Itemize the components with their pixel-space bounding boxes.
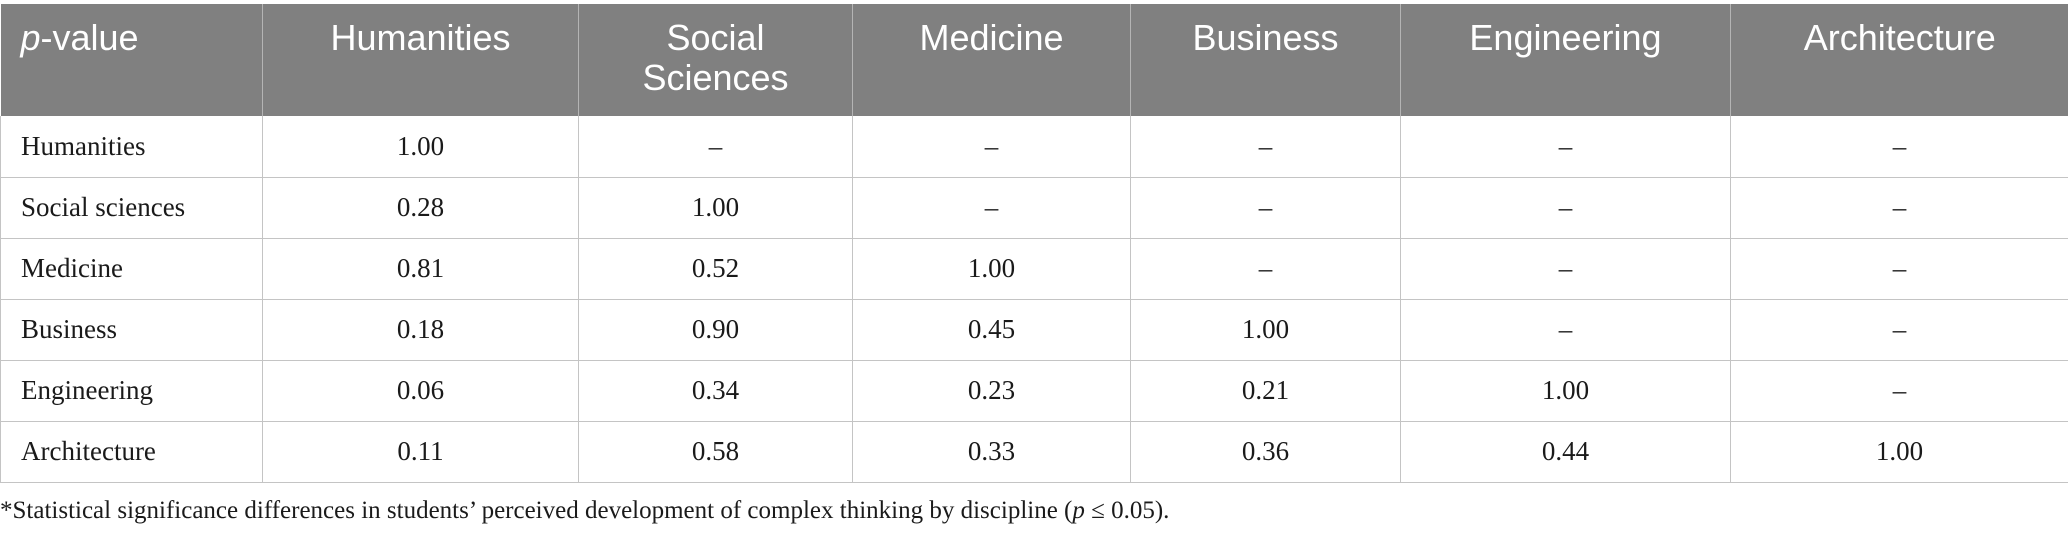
column-header: Architecture <box>1730 4 2068 116</box>
table-cell: – <box>1130 177 1401 239</box>
table-cell: 0.21 <box>1130 360 1401 422</box>
table-cell: – <box>1400 299 1731 361</box>
row-label: Humanities <box>0 116 263 178</box>
table-cell: 1.00 <box>1130 299 1401 361</box>
table-row: Engineering 0.06 0.34 0.23 0.21 1.00 – <box>0 360 2068 422</box>
table-row: Business 0.18 0.90 0.45 1.00 – – <box>0 299 2068 361</box>
table-cell: – <box>1730 116 2068 178</box>
table-cell: – <box>1400 238 1731 300</box>
table-cell: 1.00 <box>262 116 579 178</box>
table-cell: 0.06 <box>262 360 579 422</box>
table-cell: – <box>1730 177 2068 239</box>
table-cell: 0.52 <box>578 238 853 300</box>
table-cell: 1.00 <box>1400 360 1731 422</box>
table-row: Humanities 1.00 – – – – – <box>0 116 2068 178</box>
table-cell: 0.36 <box>1130 421 1401 483</box>
table-cell: 1.00 <box>852 238 1131 300</box>
column-header: Medicine <box>852 4 1131 116</box>
table-cell: 0.90 <box>578 299 853 361</box>
table-cell: – <box>1730 360 2068 422</box>
table-cell: 0.45 <box>852 299 1131 361</box>
table-cell: – <box>1130 238 1401 300</box>
table-cell: – <box>1400 116 1731 178</box>
column-header: Humanities <box>262 4 579 116</box>
table-cell: – <box>1730 299 2068 361</box>
table-cell: 0.33 <box>852 421 1131 483</box>
column-header: Engineering <box>1400 4 1731 116</box>
table-cell: 0.34 <box>578 360 853 422</box>
footnote-text-after: ≤ 0.05). <box>1084 497 1170 524</box>
corner-header-rest: -value <box>40 17 139 58</box>
table-cell: 0.28 <box>262 177 579 239</box>
table-cell: – <box>852 177 1131 239</box>
table-cell: – <box>1730 238 2068 300</box>
footnote-text-before: *Statistical significance differences in… <box>0 497 1073 524</box>
table-cell: 0.23 <box>852 360 1131 422</box>
table-cell: – <box>1130 116 1401 178</box>
table-cell: – <box>578 116 853 178</box>
row-label: Engineering <box>0 360 263 422</box>
corner-header: p-value <box>0 4 263 116</box>
table-cell: – <box>852 116 1131 178</box>
table-row: Medicine 0.81 0.52 1.00 – – – <box>0 238 2068 300</box>
table-cell: 0.81 <box>262 238 579 300</box>
column-header: Social Sciences <box>578 4 853 116</box>
column-header: Business <box>1130 4 1401 116</box>
footnote-italic-p: p <box>1072 497 1085 524</box>
row-label: Social sciences <box>0 177 263 239</box>
row-label: Business <box>0 299 263 361</box>
table-row: Social sciences 0.28 1.00 – – – – <box>0 177 2068 239</box>
row-label: Architecture <box>0 421 263 483</box>
table-footnote: *Statistical significance differences in… <box>0 496 1169 526</box>
table-cell: – <box>1400 177 1731 239</box>
table-row: Architecture 0.11 0.58 0.33 0.36 0.44 1.… <box>0 421 2068 483</box>
table-cell: 0.44 <box>1400 421 1731 483</box>
header-row: p-value Humanities Social Sciences Medic… <box>0 4 2068 116</box>
table-cell: 0.18 <box>262 299 579 361</box>
table-cell: 1.00 <box>578 177 853 239</box>
row-label: Medicine <box>0 238 263 300</box>
table-cell: 0.11 <box>262 421 579 483</box>
corner-header-italic: p <box>20 17 41 58</box>
table-cell: 1.00 <box>1730 421 2068 483</box>
p-value-table: p-value Humanities Social Sciences Medic… <box>0 4 2068 483</box>
table-cell: 0.58 <box>578 421 853 483</box>
